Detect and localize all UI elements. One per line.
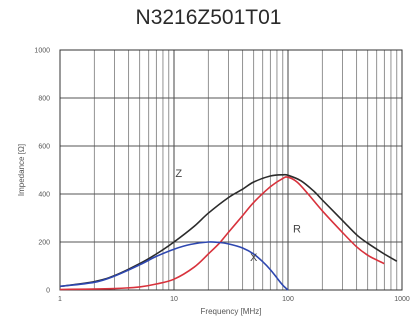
tick-labels: 1 10 100 1000 0 200 400 600 800 1000 (34, 48, 409, 304)
y-tick-label: 1000 (34, 48, 50, 55)
curve-label-z: Z (175, 168, 182, 180)
y-axis-label: Impedance [Ω] (17, 144, 26, 196)
x-tick-label: 1000 (394, 296, 410, 303)
x-tick-label: 100 (282, 296, 294, 303)
y-tick-label: 800 (38, 96, 50, 103)
y-tick-label: 0 (46, 288, 50, 295)
grid (60, 50, 402, 290)
plot-frame (60, 50, 402, 290)
x-tick-label: 10 (170, 296, 178, 303)
curve-label-r: R (293, 223, 301, 235)
y-tick-label: 600 (38, 144, 50, 151)
curve-label-x: X (250, 252, 258, 264)
y-tick-label: 400 (38, 192, 50, 199)
y-tick-label: 200 (38, 240, 50, 247)
x-axis-label: Frequency [MHz] (201, 307, 262, 316)
x-tick-label: 1 (58, 296, 62, 303)
curve-labels: Z R X (175, 168, 301, 264)
